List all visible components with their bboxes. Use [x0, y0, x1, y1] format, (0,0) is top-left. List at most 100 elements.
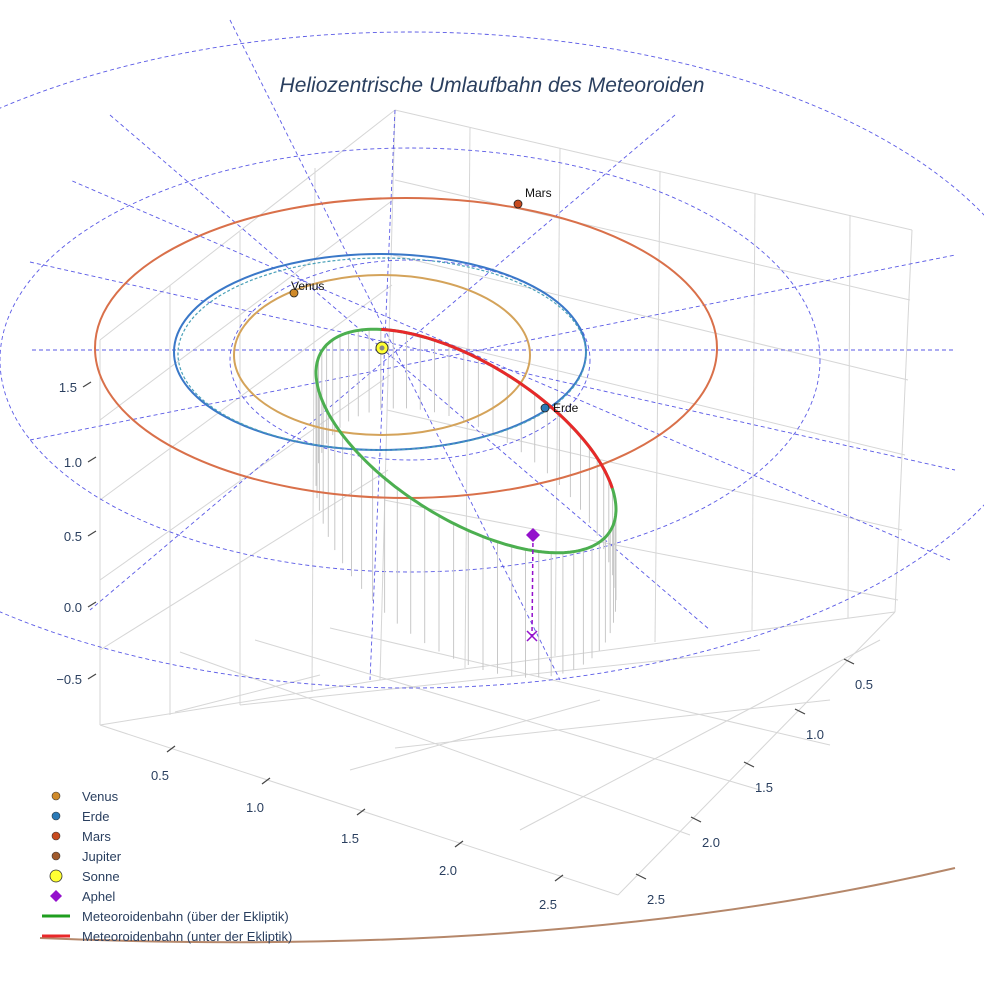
legend: Venus Erde Mars Jupiter Sonne Aphel Meteoroide… [38, 786, 292, 946]
y-tick-mark [843, 658, 855, 665]
planet-label-venus: Venus [291, 279, 324, 293]
grid-line [379, 611, 896, 681]
y-tick-mark [743, 761, 755, 768]
z-tick-label: 1.0 [64, 455, 82, 470]
z-tick-label: 1.5 [59, 380, 77, 395]
ecliptic-ring [229, 259, 591, 461]
y-tick-mark [635, 873, 647, 880]
ecliptic-spoke [69, 179, 951, 561]
legend-symbol [38, 806, 74, 826]
y-tick-label: 2.0 [702, 835, 720, 850]
legend-label: Meteoroidenbahn (unter der Ekliptik) [82, 928, 293, 944]
legend-symbol [38, 886, 74, 906]
drop-lines [315, 329, 617, 678]
aphel-marker [526, 528, 540, 542]
z-tick-label: 0.0 [64, 600, 82, 615]
aphel-drop-line [531, 535, 534, 636]
x-tick-mark [261, 777, 271, 785]
legend-label: Jupiter [82, 848, 122, 864]
ecliptic-spoke [89, 114, 676, 611]
grid-line [389, 329, 906, 456]
planet-venus [289, 288, 299, 298]
legend-dot [51, 811, 61, 821]
meteoroid-orbit-below [381, 327, 614, 489]
z-tick-label: −0.5 [56, 672, 82, 687]
grid-line [394, 109, 913, 231]
legend-dot [51, 851, 61, 861]
y-tick-mark [690, 816, 702, 823]
grid-line [99, 469, 389, 651]
grid-line [99, 199, 394, 421]
ecliptic-ring [0, 31, 984, 689]
y-tick-label: 1.0 [806, 727, 824, 742]
orbit-jupiter [39, 867, 956, 944]
legend-item[interactable]: Meteoroidenbahn (über der Ekliptik) [38, 906, 292, 926]
axis-ticks: −0.5 0.0 0.5 1.0 1.5 0.5 1.0 1.5 2.0 2.5 0.5 1.0 1.5… [56, 380, 873, 912]
ecliptic-spoke [29, 254, 956, 441]
grid-line [392, 254, 909, 381]
legend-label: Erde [82, 808, 110, 824]
grid-line [174, 674, 321, 713]
grid-line [894, 229, 913, 613]
legend-dot [51, 831, 61, 841]
legend-item[interactable]: Jupiter [38, 846, 292, 866]
x-tick-mark [166, 745, 176, 753]
grid-line [464, 127, 471, 669]
z-tick-mark [87, 673, 97, 680]
legend-item[interactable]: Aphel [38, 886, 292, 906]
legend-item[interactable]: Venus [38, 786, 292, 806]
planet-orbits [39, 197, 956, 944]
legend-dot [49, 869, 63, 883]
x-tick-label: 0.5 [151, 768, 169, 783]
grid-line [99, 724, 619, 896]
planet-label-mars: Mars [525, 186, 552, 200]
y-tick-label: 0.5 [855, 677, 873, 692]
grid-line [311, 167, 316, 693]
meteoroid-orbit [314, 327, 618, 555]
grid-line [254, 639, 761, 791]
grid-line [99, 284, 393, 501]
legend-item[interactable]: Mars [38, 826, 292, 846]
axis-grid [99, 109, 913, 896]
legend-diamond [50, 890, 62, 902]
legend-item[interactable]: Meteoroidenbahn (unter der Ekliptik) [38, 926, 292, 946]
legend-symbol [38, 826, 74, 846]
aphel-projection-marker [526, 630, 538, 642]
grid-line [847, 214, 851, 619]
x-tick-label: 1.5 [341, 831, 359, 846]
grid-line [394, 179, 911, 301]
z-tick-mark [87, 601, 97, 608]
grid-line [617, 611, 896, 896]
y-tick-label: 2.5 [647, 892, 665, 907]
grid-line [386, 409, 903, 531]
legend-item[interactable]: Sonne [38, 866, 292, 886]
z-tick-mark [87, 456, 97, 463]
markers: Venus Erde Mars [289, 186, 579, 642]
legend-item[interactable]: Erde [38, 806, 292, 826]
x-tick-mark [554, 874, 564, 882]
grid-line [751, 193, 756, 631]
z-tick-label: 0.5 [64, 529, 82, 544]
grid-line [329, 627, 831, 746]
orbit-mars [94, 197, 718, 499]
ecliptic-spoke [109, 114, 711, 631]
grid-line [99, 374, 391, 581]
x-tick-label: 1.0 [246, 800, 264, 815]
grid-line [379, 109, 396, 681]
ecliptic-spoke [229, 19, 561, 681]
z-tick-mark [87, 530, 97, 537]
grid-line [519, 639, 881, 831]
legend-symbol [38, 866, 74, 886]
x-tick-label: 2.0 [439, 863, 457, 878]
chart-title: Heliozentrische Umlaufbahn des Meteoroid… [279, 74, 705, 97]
x-tick-mark [454, 840, 464, 848]
legend-dot [51, 791, 61, 801]
legend-label: Mars [82, 828, 111, 844]
planet-mars [513, 199, 523, 209]
x-tick-label: 2.5 [539, 897, 557, 912]
y-tick-mark [794, 708, 806, 715]
legend-label: Meteoroidenbahn (über der Ekliptik) [82, 908, 289, 924]
sun-center [379, 345, 385, 351]
legend-label: Venus [82, 788, 119, 804]
